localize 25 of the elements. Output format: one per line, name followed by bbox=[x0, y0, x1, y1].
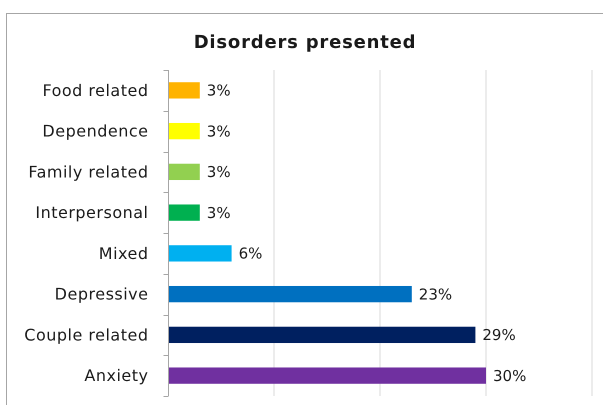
data-label: 29% bbox=[482, 326, 516, 344]
y-tick-label: Couple related bbox=[24, 325, 148, 344]
y-tick-label: Anxiety bbox=[84, 366, 148, 386]
data-label: 23% bbox=[418, 285, 452, 304]
bar bbox=[168, 367, 486, 384]
bar bbox=[168, 286, 412, 302]
data-label: 30% bbox=[493, 366, 526, 385]
data-label: 3% bbox=[206, 204, 231, 222]
bar bbox=[168, 245, 232, 262]
y-tick-label: Food related bbox=[42, 80, 148, 100]
data-label: 3% bbox=[206, 82, 231, 100]
data-label: 3% bbox=[206, 122, 231, 140]
bar bbox=[168, 326, 476, 344]
chart-title: Disorders presented bbox=[194, 32, 416, 53]
bar bbox=[168, 122, 200, 140]
y-tick-label: Mixed bbox=[98, 244, 148, 263]
bar bbox=[168, 82, 200, 99]
data-label: 6% bbox=[238, 244, 262, 263]
bar bbox=[168, 204, 200, 221]
y-tick-label: Depressive bbox=[54, 284, 148, 304]
y-tick-label: Family related bbox=[28, 162, 148, 182]
y-tick-label: Interpersonal bbox=[35, 203, 148, 222]
bar bbox=[168, 164, 200, 180]
y-tick-label: Dependence bbox=[42, 122, 148, 141]
data-label: 3% bbox=[206, 163, 231, 182]
